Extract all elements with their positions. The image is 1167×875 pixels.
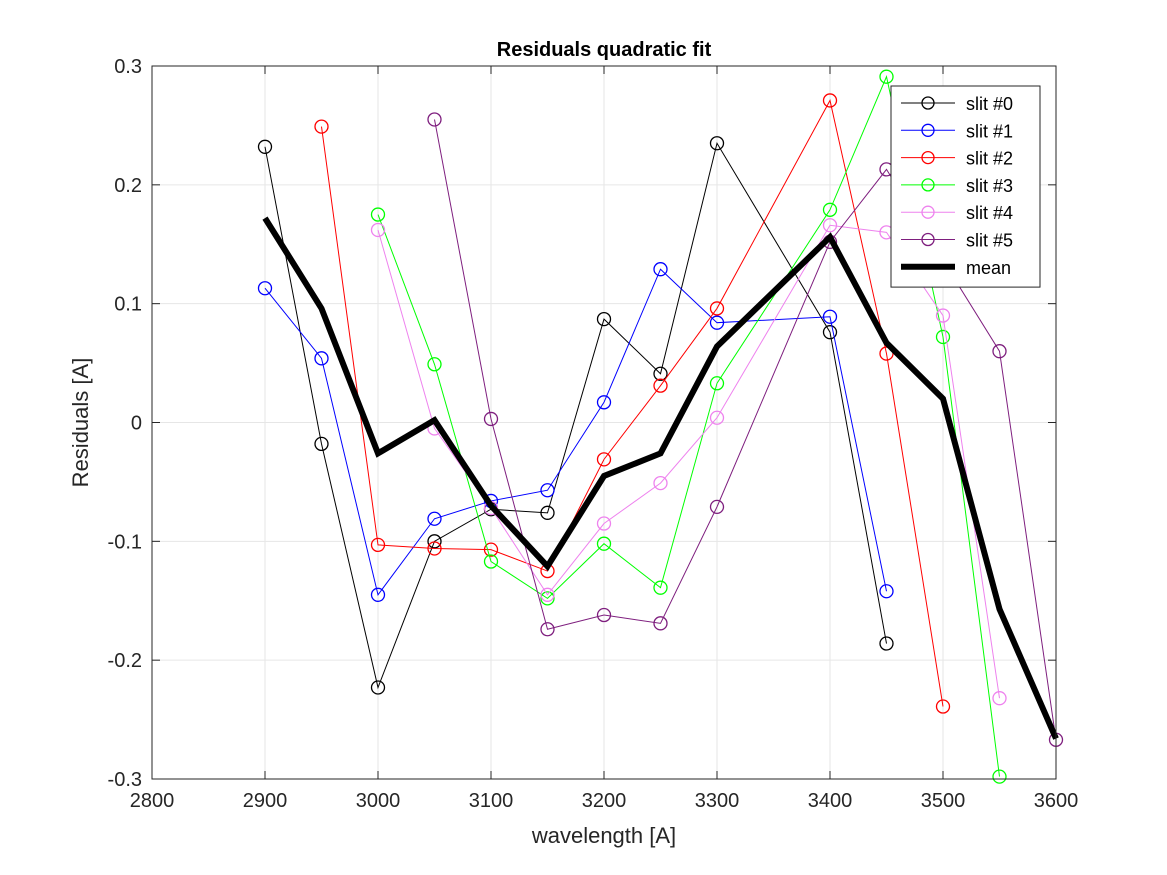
data-point: [596, 536, 612, 551]
data-point: [935, 329, 951, 345]
data-point: [427, 357, 442, 372]
data-point: [596, 607, 612, 623]
data-point: [370, 680, 386, 695]
series-layer: [257, 69, 1064, 784]
legend-label: slit #1: [966, 121, 1013, 141]
data-point: [427, 541, 442, 556]
x-tick-label: 2900: [243, 790, 288, 812]
y-tick-label: 0.2: [114, 175, 142, 197]
data-point: [596, 452, 612, 467]
x-tick-label: 3200: [582, 790, 627, 812]
data-point: [540, 505, 555, 520]
data-point: [709, 301, 725, 316]
legend-label: slit #2: [966, 149, 1013, 169]
x-tick-label: 3600: [1034, 790, 1079, 812]
data-point: [653, 616, 668, 631]
data-point: [257, 139, 273, 154]
ticks: 2800 2900 3000 3100 3200 3300 3400 3500 3600 -0.3…: [108, 56, 1079, 812]
y-tick-label: 0: [131, 413, 142, 435]
data-point: [483, 542, 499, 557]
data-point: [653, 475, 668, 491]
data-point: [596, 516, 612, 531]
x-tick-label: 2800: [130, 790, 175, 812]
data-point: [822, 218, 838, 233]
data-point: [709, 376, 725, 391]
data-point: [709, 136, 725, 151]
data-point: [483, 554, 499, 569]
data-point: [370, 587, 386, 602]
data-point: [540, 591, 555, 606]
data-point: [653, 580, 668, 595]
legend-swatch-marker: [921, 123, 935, 137]
data-point: [992, 344, 1007, 359]
y-tick-label: -0.1: [108, 531, 142, 553]
data-point: [370, 222, 386, 238]
series-slit-2: [314, 93, 951, 714]
legend-label: slit #3: [966, 176, 1013, 196]
data-point: [653, 262, 668, 277]
legend-label: slit #4: [966, 203, 1013, 223]
data-point: [653, 378, 668, 393]
data-point: [709, 499, 725, 515]
data-point: [709, 410, 725, 425]
series-line: [264, 268, 887, 596]
legend-label: slit #0: [966, 94, 1013, 114]
legend-swatch-marker: [921, 150, 935, 165]
data-point: [709, 315, 725, 330]
x-tick-label: 3000: [356, 790, 401, 812]
x-tick-label: 3100: [469, 790, 514, 812]
y-tick-label: 0.1: [114, 294, 142, 316]
data-point: [540, 587, 555, 602]
legend-swatch-marker: [921, 178, 935, 192]
data-point: [427, 112, 442, 127]
data-point: [596, 311, 612, 327]
data-point: [314, 436, 329, 452]
data-point: [427, 511, 442, 526]
data-point: [879, 69, 894, 84]
legend-label: mean: [966, 258, 1011, 278]
data-point: [822, 93, 838, 108]
x-tick-label: 3300: [695, 790, 740, 812]
legend-swatch-marker: [921, 96, 935, 110]
data-point: [540, 483, 555, 498]
series-line: [321, 99, 944, 707]
data-point: [257, 281, 273, 296]
data-point: [822, 309, 838, 324]
x-axis-label: wavelength [A]: [531, 823, 676, 848]
data-point: [370, 207, 386, 222]
data-point: [540, 622, 555, 637]
data-point: [427, 534, 442, 549]
x-tick-label: 3400: [808, 790, 853, 812]
data-point: [314, 119, 329, 134]
data-point: [822, 325, 838, 340]
y-tick-label: -0.2: [108, 650, 142, 672]
legend-swatch-marker: [921, 232, 935, 247]
legend-swatch-marker: [921, 205, 935, 219]
data-point: [879, 584, 894, 599]
legend-box: [890, 85, 1041, 288]
y-tick-label: 0.3: [114, 56, 142, 78]
legend: slit #0 slit #1 slit #2 slit #3 slit #4 slit …: [890, 85, 1041, 288]
series-line: [264, 141, 887, 690]
data-point: [935, 308, 951, 323]
legend-label: slit #5: [966, 231, 1013, 251]
data-point: [653, 366, 668, 381]
data-point: [879, 636, 894, 651]
data-point: [370, 537, 386, 553]
data-point: [935, 699, 951, 714]
x-tick-label: 3500: [921, 790, 966, 812]
data-point: [314, 351, 329, 366]
series-slit-1: [257, 262, 894, 602]
chart-title: Residuals quadratic fit: [497, 39, 712, 61]
y-axis-label: Residuals [A]: [68, 358, 93, 488]
data-point: [992, 769, 1007, 784]
data-point: [596, 395, 612, 410]
data-point: [483, 411, 499, 427]
series-line: [262, 216, 1059, 740]
data-point: [822, 202, 838, 217]
y-tick-label: -0.3: [108, 769, 142, 791]
series-mean: [262, 216, 1059, 740]
data-point: [992, 691, 1007, 706]
